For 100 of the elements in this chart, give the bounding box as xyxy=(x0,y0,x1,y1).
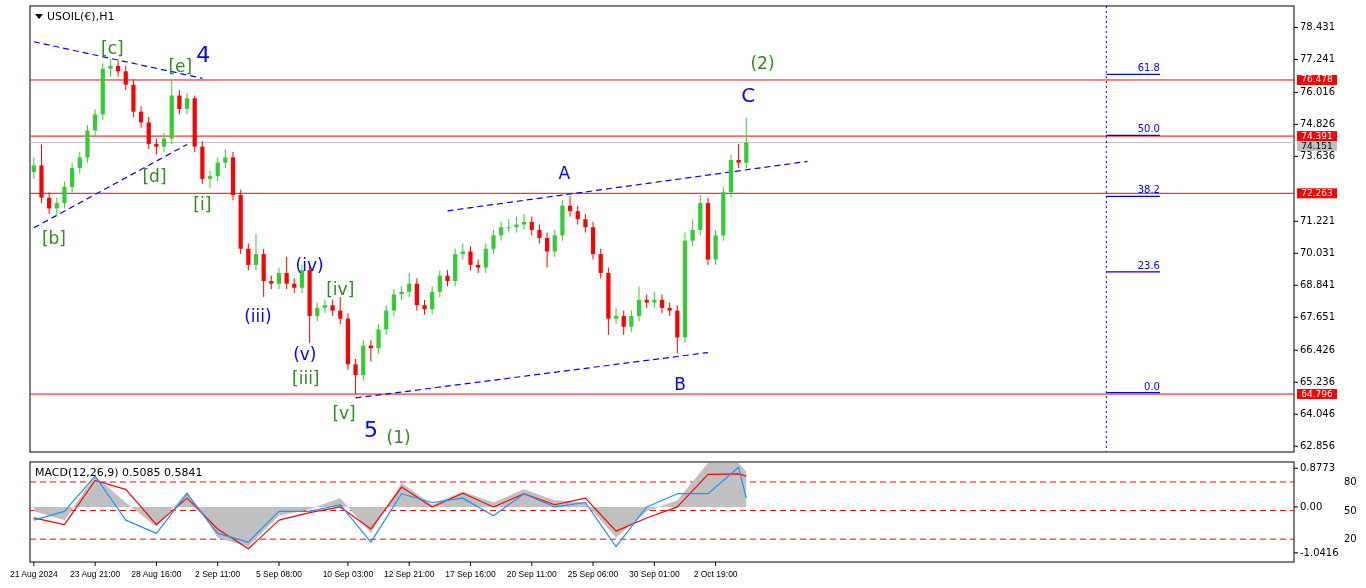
candlestick xyxy=(499,221,504,242)
y-tick-label: 67.651 xyxy=(1300,311,1335,323)
candlestick xyxy=(77,151,82,174)
annotation: (1) xyxy=(386,427,411,447)
x-tick-label: 28 Aug 16:00 xyxy=(131,569,182,579)
candlestick xyxy=(215,156,220,183)
x-tick-label: 21 Aug 2024 xyxy=(9,569,58,579)
candlestick xyxy=(322,299,328,314)
candlestick xyxy=(583,213,588,234)
y-tick-label: 0.00 xyxy=(1300,500,1323,512)
candlestick xyxy=(391,288,396,317)
candlestick xyxy=(598,248,603,279)
candlestick xyxy=(315,302,320,322)
candlestick xyxy=(414,277,419,312)
x-tick-label: 12 Sep 21:00 xyxy=(383,569,435,579)
candlestick xyxy=(407,272,412,298)
series-label: 50.0 xyxy=(1137,123,1160,135)
candlestick xyxy=(184,92,190,115)
candlestick xyxy=(736,143,741,169)
series-label: 0.0 xyxy=(1144,380,1160,392)
candlestick xyxy=(744,117,749,169)
ref-line-label: 74.391 xyxy=(1301,130,1333,141)
y-tick-label: 68.841 xyxy=(1300,279,1335,291)
candlestick xyxy=(690,218,695,247)
candlestick xyxy=(552,229,557,258)
y-tick-label: 71.221 xyxy=(1300,215,1335,227)
y-tick-label: 78.431 xyxy=(1300,21,1335,33)
annotation: [iii] xyxy=(292,368,320,388)
candlestick xyxy=(161,132,167,153)
ref-line-label: 64.796 xyxy=(1301,388,1334,399)
annotation: [v] xyxy=(332,403,356,423)
candlestick xyxy=(659,293,665,314)
series-label: 61.8 xyxy=(1137,62,1160,74)
candlestick xyxy=(62,181,67,209)
x-tick-label: 25 Sep 06:00 xyxy=(567,569,619,579)
candlestick xyxy=(284,256,289,290)
candlestick xyxy=(468,245,473,271)
annotation: [c] xyxy=(101,38,124,58)
candlestick xyxy=(544,232,550,269)
candlestick xyxy=(93,108,98,137)
annotation: [i] xyxy=(193,194,212,214)
candlestick xyxy=(514,216,519,234)
x-tick-label: 2 Oct 19:00 xyxy=(693,569,738,579)
y-tick-label: 77.241 xyxy=(1300,53,1335,65)
x-tick-label: 30 Sep 01:00 xyxy=(629,569,680,579)
ref-line-label: 74.151 xyxy=(1301,140,1333,151)
y-tick-label: 73.636 xyxy=(1300,150,1335,162)
candlestick xyxy=(223,148,228,169)
annotation: [iv] xyxy=(326,279,355,299)
candlestick xyxy=(575,205,580,226)
annotation: [d] xyxy=(142,166,167,186)
y2-tick-label: 20 xyxy=(1344,533,1357,545)
annotation: (v) xyxy=(293,344,317,364)
annotation: (iv) xyxy=(295,255,324,275)
annotation: A xyxy=(558,163,571,183)
candlestick xyxy=(207,170,213,189)
candlestick xyxy=(621,310,626,336)
ref-line-label: 72.263 xyxy=(1301,187,1333,198)
y-tick-label: 70.031 xyxy=(1300,247,1335,259)
annotation: C xyxy=(741,82,756,107)
candlestick xyxy=(529,216,534,236)
y-tick-label: 64.046 xyxy=(1300,408,1335,420)
chart-title: MACD(12,26,9) 0.5085 0.5841 xyxy=(35,466,203,479)
candlestick xyxy=(430,285,435,316)
x-tick-label: 23 Aug 21:00 xyxy=(70,569,121,579)
annotation: (iii) xyxy=(244,306,272,326)
chart-title: USOIL(€),H1 xyxy=(47,10,115,23)
y-tick-label: 66.426 xyxy=(1300,344,1335,356)
annotation: [e] xyxy=(168,56,193,76)
candlestick xyxy=(483,242,488,274)
ref-line-label: 76.478 xyxy=(1301,74,1334,85)
y-tick-label: 62.856 xyxy=(1300,440,1335,452)
annotation: (2) xyxy=(750,53,775,73)
x-tick-label: 20 Sep 11:00 xyxy=(506,569,558,579)
y-tick-label: 65.236 xyxy=(1300,376,1335,388)
candlestick xyxy=(384,304,389,336)
y2-tick-label: 80 xyxy=(1344,476,1357,487)
annotation: 4 xyxy=(196,42,211,67)
candlestick xyxy=(376,323,381,355)
annotation: 5 xyxy=(363,417,378,442)
candlestick xyxy=(491,229,496,255)
x-tick-label: 17 Sep 16:00 xyxy=(445,569,497,579)
candlestick xyxy=(506,218,511,234)
candlestick xyxy=(476,259,481,274)
candlestick xyxy=(338,296,343,325)
candlestick xyxy=(253,233,259,271)
candlestick xyxy=(399,285,404,301)
candlestick xyxy=(108,57,113,78)
candlestick xyxy=(70,162,75,193)
candlestick xyxy=(31,156,36,180)
x-tick-label: 5 Sep 08:00 xyxy=(256,569,303,579)
candlestick xyxy=(613,307,619,325)
candlestick xyxy=(177,89,182,115)
candlestick xyxy=(537,224,542,244)
candlestick xyxy=(629,310,634,333)
x-tick-label: 2 Sep 11:00 xyxy=(195,569,241,579)
y2-tick-label: 50 xyxy=(1344,504,1357,516)
y-tick-label: 0.8773 xyxy=(1300,462,1335,474)
candlestick xyxy=(246,242,251,271)
annotation: B xyxy=(674,374,687,394)
